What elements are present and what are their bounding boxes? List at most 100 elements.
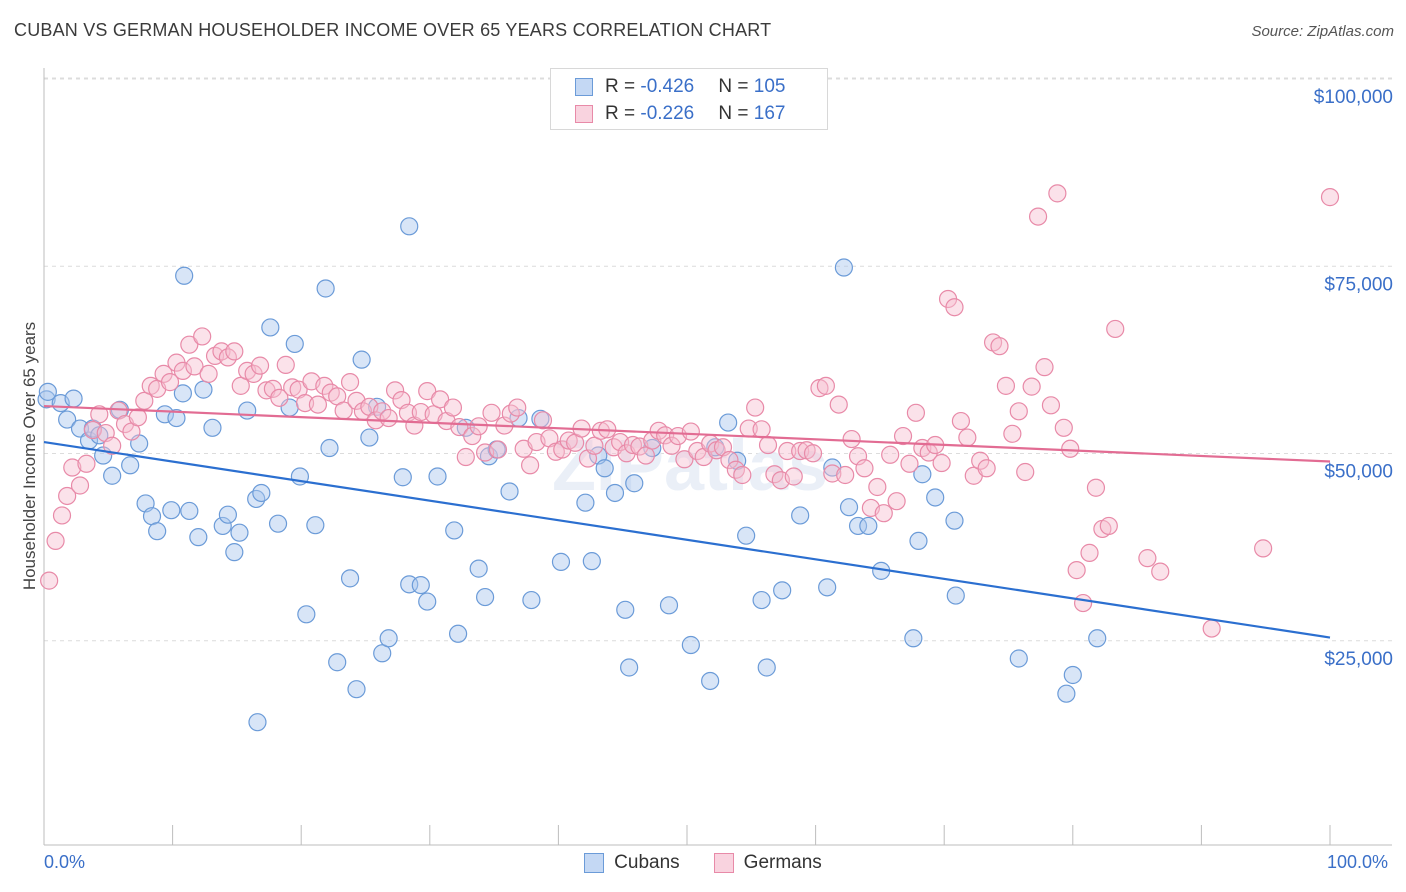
germans-point [585,436,604,455]
germans-trend-line [43,404,1331,463]
cubans-point [58,410,77,429]
cubans-point [475,587,495,607]
germans-point [315,376,334,395]
cubans-point [379,629,398,648]
cubans-point [773,581,792,600]
cubans-point [681,635,700,655]
y-tick-label: $25,000 [1324,649,1393,670]
legend-r-label: R = [605,103,641,124]
x-axis-max-label: 100.0% [1327,852,1389,872]
germans-point [900,454,919,473]
y-tick-label: $100,000 [1314,87,1393,108]
cubans-point [173,384,192,403]
cubans-point [180,501,199,521]
trend-lines [43,404,1331,639]
cubans-point [411,575,430,595]
cubans-point [213,516,232,536]
germans-point [1028,207,1048,226]
cubans-point [469,559,488,578]
cubans-point [230,523,249,542]
germans-point [1016,462,1035,482]
bottom-legend-cubans: Cubans [584,852,680,874]
germans-point [1320,188,1340,207]
germans-point [893,426,913,446]
y-axis-title: Householder Income Over 65 years [20,322,39,590]
germans-point [418,382,437,401]
legend-r-value: -0.426 [640,76,695,97]
germans-point [874,504,893,523]
cubans-point [328,653,347,672]
germans-point [469,417,488,436]
cubans-point [445,521,464,540]
germans-point [1151,562,1170,581]
germans-point [270,388,289,407]
cubans-point [500,482,519,501]
cubans-point [261,318,280,337]
germans-point [443,398,463,417]
germans-point [836,465,855,485]
germans-point [263,379,283,398]
cubans-point [551,552,571,571]
germans-point [990,337,1009,356]
cubans-point [316,279,335,298]
germans-point [636,446,655,465]
germans-point [881,445,900,464]
cubans-point [616,600,635,619]
germans-point [1202,619,1221,638]
cubans-point [1009,649,1028,668]
cubans-point [848,516,868,536]
germans-point [1048,184,1067,203]
cubans-point [225,543,244,562]
germans-point [521,456,540,475]
cubans-legend-label: Cubans [614,852,680,873]
germans-point [173,361,192,380]
germans-point [720,450,739,470]
germans-point [1061,439,1080,458]
germans-point [932,453,951,473]
legend-n-value: 105 [753,76,786,97]
germans-point [250,356,270,375]
germans-point [1138,549,1157,568]
y-tick-label: $50,000 [1324,462,1393,483]
germans-point [308,395,328,414]
germans-point [746,398,765,417]
cubans-point [252,483,271,503]
germans-point [46,531,65,551]
cubans-point [352,350,371,369]
germans-point [829,395,848,414]
cubans-point [1088,629,1107,648]
germans-point [40,571,59,590]
cubans-point [238,401,257,420]
germans-point [758,435,778,455]
cubans-point [834,258,853,277]
cubans-point [625,474,644,493]
germans-point [816,376,835,395]
germans-point [199,364,218,383]
bottom-legend-germans: Germans [713,852,822,874]
germans-point [160,373,180,392]
germans-point [70,476,90,495]
legend-row-cubans: R = -0.426 N = 105 [551,74,785,100]
germans-point [488,440,508,459]
cubans-point [189,528,208,547]
germans-point [951,411,971,431]
germans-point [1099,516,1118,536]
germans-point [623,435,643,455]
cubans-point [37,390,56,409]
cubans-point [247,489,266,509]
cubans-point [719,413,738,432]
cubans-point [121,456,140,475]
cubans-point [393,468,412,487]
germans-point [276,355,295,374]
germans-point [887,492,906,511]
cubans-point [285,334,304,354]
germans-point [1254,539,1273,558]
germans-point [1022,377,1041,396]
germans-point [1067,561,1086,580]
germans-point [1073,593,1093,613]
germans-point [456,447,475,467]
legend-n-label: N = [718,76,754,97]
cubans-point [752,590,771,610]
cubans-point [945,511,964,530]
grid [44,77,1392,642]
